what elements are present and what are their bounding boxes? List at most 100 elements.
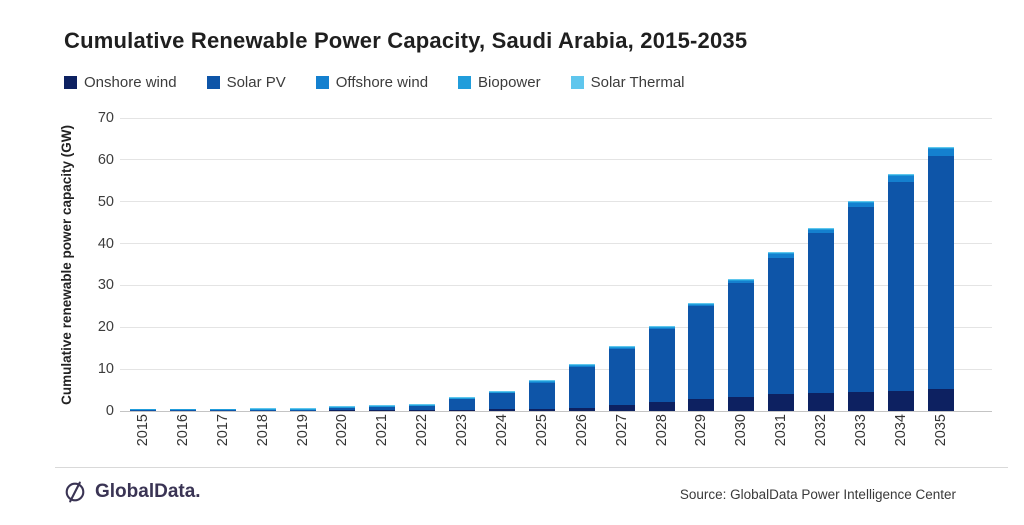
bar-2027 — [608, 346, 635, 411]
bar-segment-solar-thermal-2032 — [808, 227, 835, 229]
y-tick-label-60: 60 — [97, 151, 114, 168]
gridline-70 — [120, 117, 992, 119]
x-tick-label-2022: 2022 — [414, 414, 431, 447]
bar-segment-solar-pv-2024 — [489, 393, 516, 410]
bar-segment-solar-thermal-2027 — [608, 346, 635, 348]
bar-segment-biopower-2033 — [848, 201, 875, 203]
bar-2035 — [927, 146, 954, 411]
y-tick-label-70: 70 — [97, 110, 114, 126]
legend-label: Biopower — [478, 74, 541, 91]
bar-segment-solar-thermal-2021 — [369, 404, 396, 406]
page-title: Cumulative Renewable Power Capacity, Sau… — [64, 28, 748, 53]
legend-item-solar-pv: Solar PV — [206, 74, 286, 91]
bar-segment-solar-pv-2027 — [608, 349, 635, 406]
gridline-0 — [120, 410, 992, 412]
bar-segment-biopower-2034 — [887, 174, 914, 176]
bar-segment-biopower-2018 — [249, 409, 276, 410]
bar-segment-solar-pv-2019 — [289, 410, 316, 411]
bar-2025 — [528, 379, 555, 411]
legend-item-onshore-wind: Onshore wind — [64, 74, 177, 91]
bar-2016 — [169, 409, 196, 411]
bar-segment-solar-thermal-2026 — [568, 364, 595, 366]
bar-segment-biopower-2020 — [329, 407, 356, 409]
bar-segment-solar-thermal-2023 — [449, 396, 476, 398]
bar-2017 — [209, 409, 236, 411]
bar-segment-onshore-wind-2034 — [887, 390, 914, 411]
globaldata-logo: GlobalData. — [63, 480, 201, 504]
bar-segment-biopower-2015 — [130, 409, 156, 410]
bar-2020 — [329, 406, 356, 411]
bar-2019 — [289, 408, 316, 411]
y-tick-label-30: 30 — [97, 277, 114, 294]
bar-segment-biopower-2027 — [608, 347, 635, 349]
x-tick-label-2024: 2024 — [494, 414, 511, 447]
x-tick-label-2021: 2021 — [374, 414, 391, 447]
bar-2032 — [808, 227, 835, 411]
bar-segment-solar-pv-2026 — [568, 367, 595, 408]
x-tick-label-2033: 2033 — [853, 414, 870, 447]
bar-segment-onshore-wind-2023 — [449, 409, 476, 411]
bar-segment-onshore-wind-2025 — [528, 408, 555, 411]
bar-segment-onshore-wind-2020 — [329, 410, 356, 411]
x-tick-label-2020: 2020 — [334, 414, 351, 447]
legend-item-biopower: Biopower — [458, 74, 541, 91]
bar-segment-onshore-wind-2033 — [848, 392, 875, 411]
x-tick-label-2025: 2025 — [533, 414, 550, 447]
bar-2033 — [848, 200, 875, 411]
y-tick-label-0: 0 — [105, 403, 114, 419]
legend-swatch-icon — [64, 76, 77, 89]
bar-segment-onshore-wind-2032 — [808, 393, 835, 411]
bar-segment-solar-pv-2034 — [887, 181, 914, 391]
x-tick-label-2031: 2031 — [773, 414, 790, 447]
bar-segment-solar-thermal-2022 — [409, 404, 436, 406]
bar-segment-biopower-2029 — [688, 303, 715, 305]
legend-item-solar-thermal: Solar Thermal — [570, 74, 685, 91]
y-tick-label-40: 40 — [97, 235, 114, 252]
globaldata-logo-icon — [65, 481, 85, 503]
bar-segment-solar-pv-2016 — [169, 410, 196, 411]
bar-segment-onshore-wind-2035 — [927, 389, 954, 411]
bar-2029 — [688, 302, 715, 411]
bar-segment-solar-thermal-2033 — [848, 200, 875, 202]
x-tick-label-2027: 2027 — [613, 414, 630, 447]
bar-segment-solar-thermal-2030 — [728, 279, 755, 281]
bar-segment-solar-thermal-2034 — [887, 173, 914, 175]
bar-segment-solar-pv-2029 — [688, 305, 715, 400]
legend-swatch-icon — [570, 76, 584, 89]
bar-segment-solar-pv-2025 — [528, 382, 555, 409]
x-axis-labels: 2015 2016 2017 2018 2019 2020 2021 2022 2023 2024… — [130, 414, 954, 466]
x-tick-label-2034: 2034 — [892, 414, 909, 447]
bar-segment-offshore-wind-2030 — [728, 281, 755, 283]
bar-segment-onshore-wind-2030 — [728, 396, 755, 411]
bar-segment-solar-pv-2030 — [728, 282, 755, 397]
globaldata-logo-text: GlobalData. — [95, 481, 201, 502]
y-axis-title: Cumulative renewable power capacity (GW) — [58, 124, 74, 405]
legend-item-offshore-wind: Offshore wind — [315, 74, 428, 91]
bar-segment-offshore-wind-2031 — [768, 254, 795, 258]
bar-segment-biopower-2031 — [768, 253, 795, 255]
bar-segment-solar-thermal-2035 — [927, 146, 954, 148]
legend-label: Solar Thermal — [590, 74, 685, 91]
legend-swatch-icon — [458, 76, 472, 89]
bar-segment-solar-pv-2031 — [768, 257, 795, 395]
bar-segment-biopower-2030 — [728, 280, 755, 282]
bar-segment-onshore-wind-2024 — [489, 409, 516, 411]
bar-segment-offshore-wind-2026 — [568, 366, 595, 368]
x-tick-label-2026: 2026 — [573, 414, 590, 447]
bar-segment-solar-pv-2022 — [409, 406, 436, 410]
y-axis-ticks: 0 10 20 30 40 50 60 70 — [84, 110, 114, 419]
bar-segment-biopower-2023 — [449, 397, 476, 399]
chart-legend: Onshore wind Solar PV Offshore wind Biopowe… — [64, 74, 685, 91]
legend-swatch-icon — [206, 76, 220, 89]
x-tick-label-2017: 2017 — [214, 414, 231, 447]
bar-segment-offshore-wind-2032 — [808, 229, 835, 234]
bar-2015 — [130, 409, 156, 411]
gridline-50 — [120, 201, 992, 203]
bar-segment-solar-thermal-2028 — [648, 325, 675, 327]
bar-segment-solar-pv-2018 — [249, 410, 276, 411]
bar-segment-solar-thermal-2029 — [688, 302, 715, 304]
x-tick-label-2032: 2032 — [813, 414, 830, 447]
bar-segment-solar-thermal-2031 — [768, 252, 795, 254]
bar-2026 — [568, 364, 595, 411]
bar-segment-solar-thermal-2020 — [329, 406, 356, 408]
